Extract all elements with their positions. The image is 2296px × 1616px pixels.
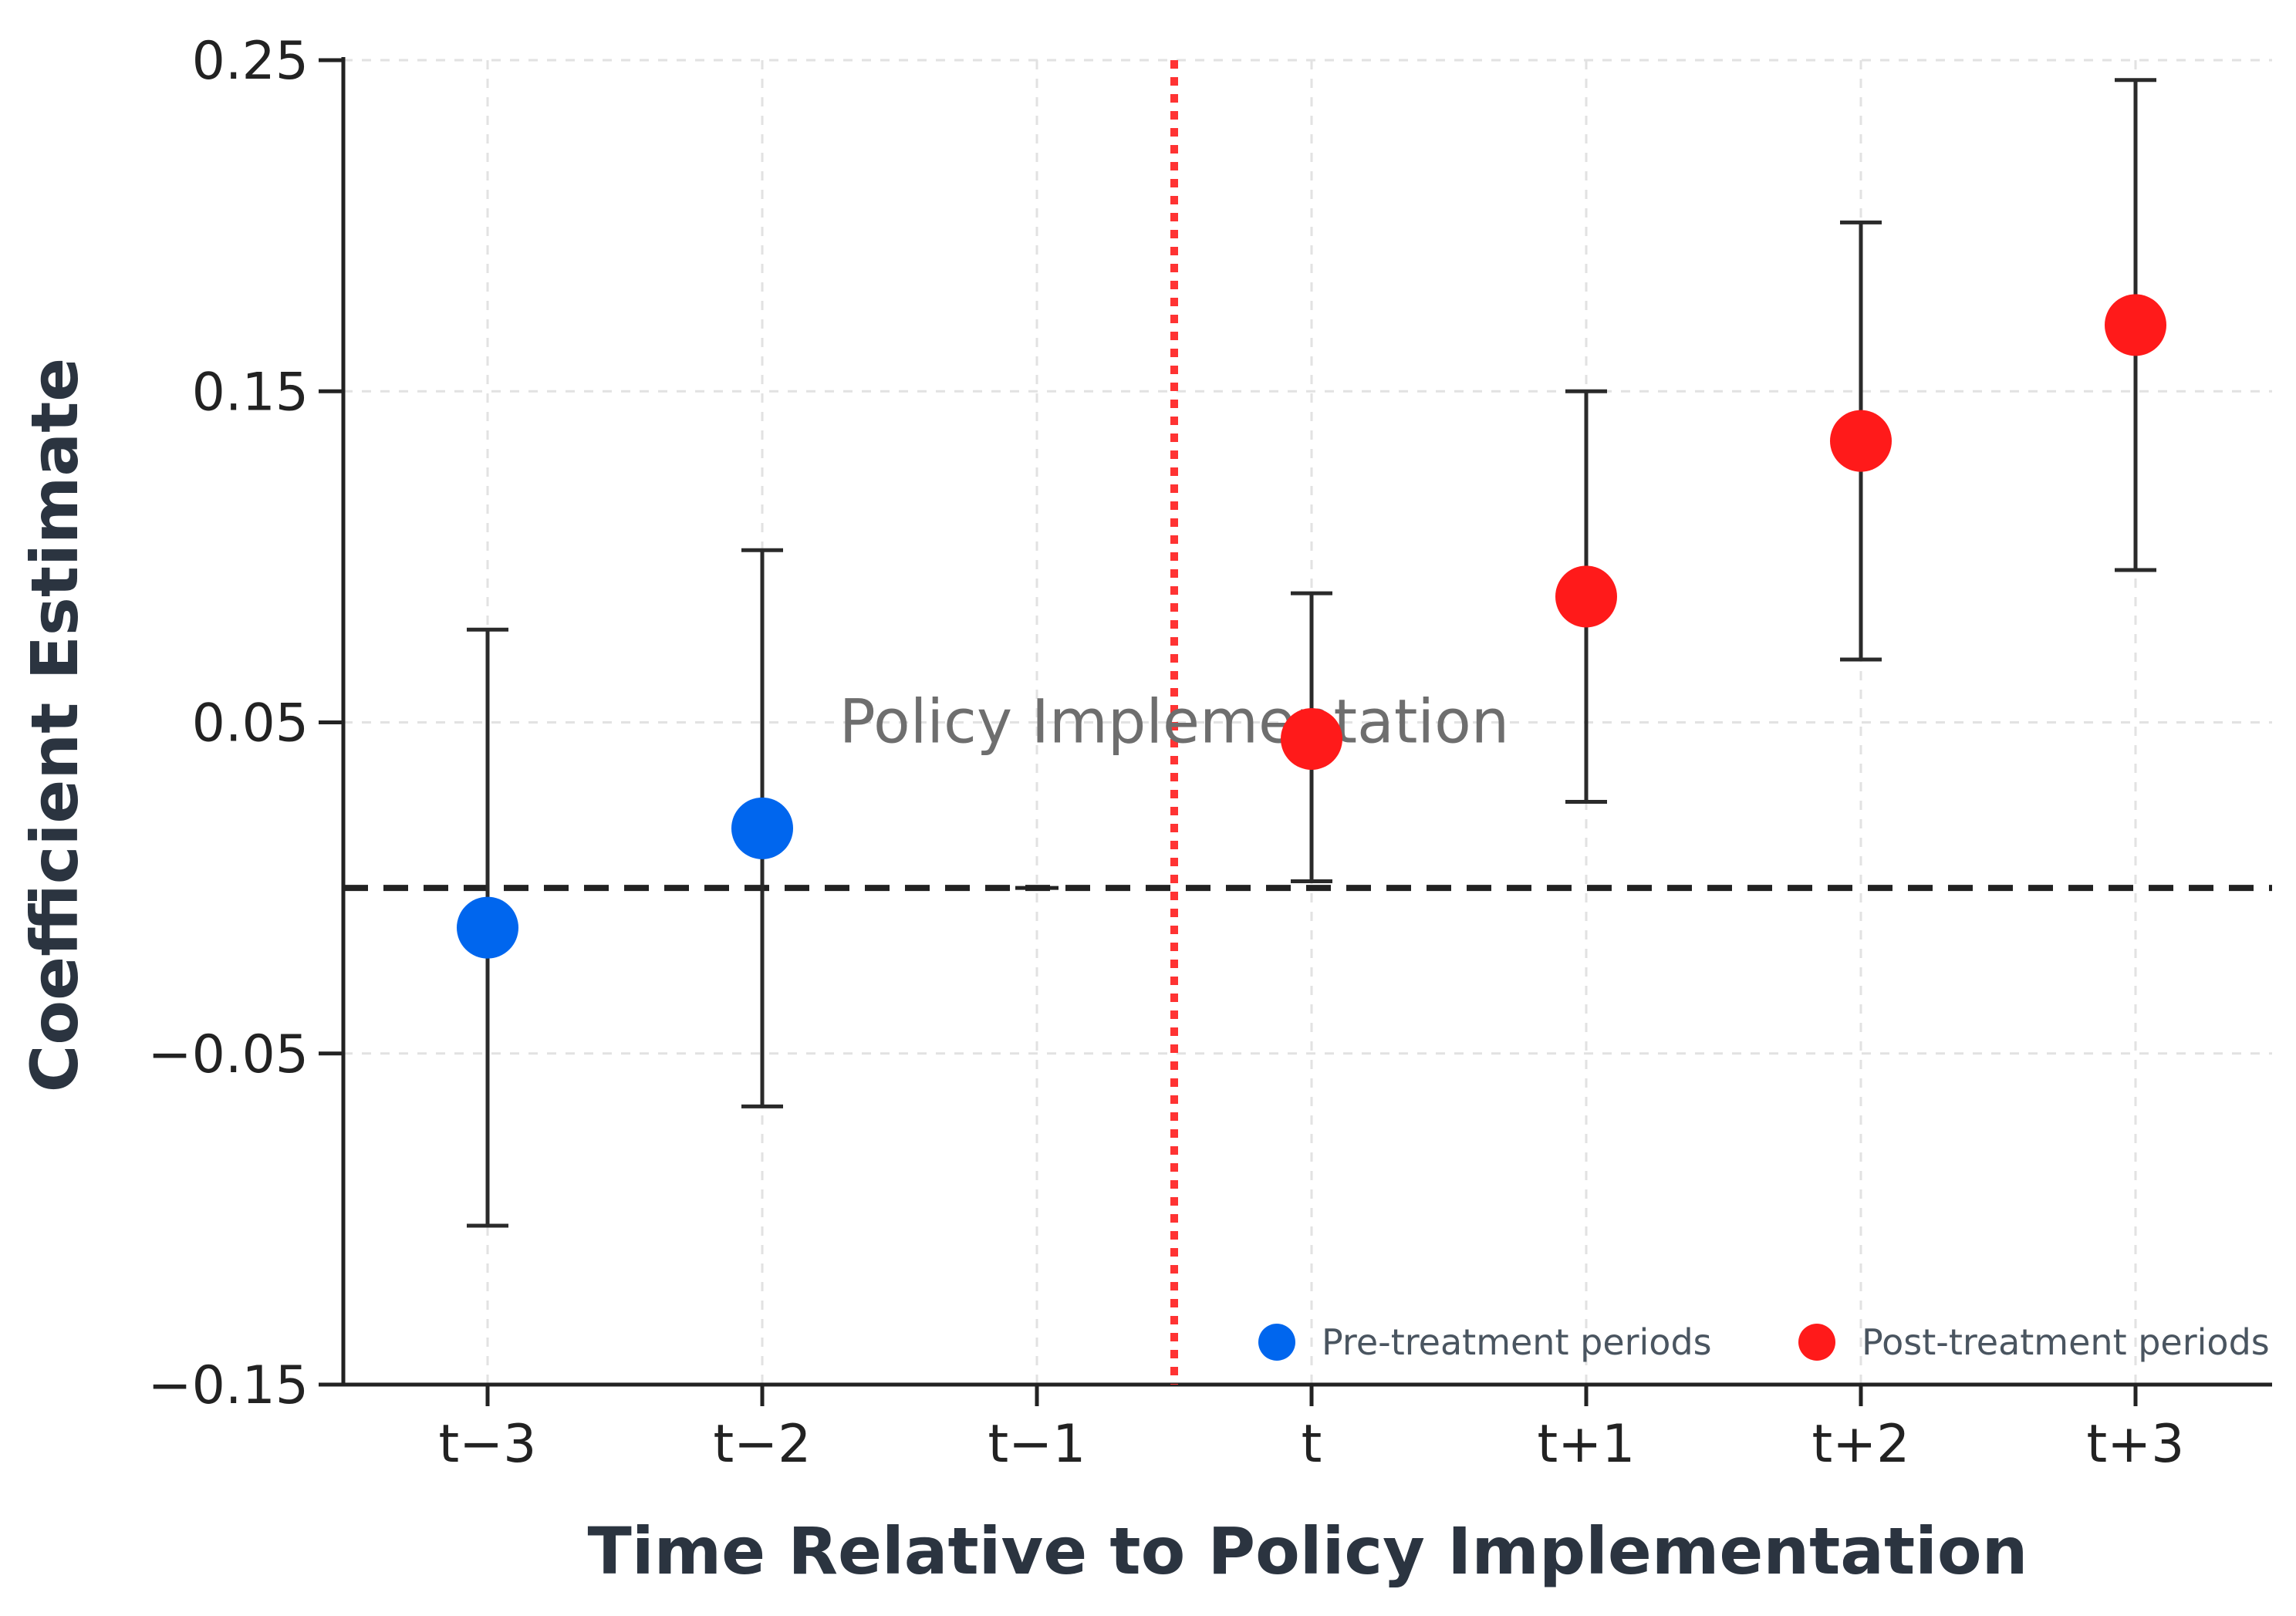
y-axis-ticks: −0.15 −0.05 0.05 0.15 0.25: [148, 31, 343, 1416]
data-point: [1830, 410, 1892, 472]
data-point: [2105, 294, 2166, 356]
x-tick-label: t: [1302, 1414, 1322, 1475]
y-tick-label: −0.05: [148, 1024, 309, 1085]
data-point: [731, 797, 793, 859]
y-tick-label: 0.25: [192, 31, 309, 92]
x-tick-label: t−1: [988, 1414, 1086, 1475]
data-points: [457, 294, 2166, 959]
x-tick-label: t−2: [714, 1414, 812, 1475]
policy-line-group: Policy Implementation: [839, 60, 1510, 1385]
y-tick-label: 0.15: [192, 362, 309, 423]
legend-label: Post-treatment periods: [1862, 1321, 2270, 1363]
error-bars: [467, 78, 2156, 1228]
x-tick-label: t+3: [2087, 1414, 2185, 1475]
y-tick-label: −0.15: [148, 1355, 309, 1416]
y-tick-label: 0.05: [192, 693, 309, 754]
x-axis-title: Time Relative to Policy Implementation: [588, 1513, 2028, 1589]
legend-marker: [1258, 1324, 1295, 1361]
y-axis-title: Coefficient Estimate: [17, 358, 93, 1092]
x-tick-label: t−3: [439, 1414, 537, 1475]
data-point: [1555, 565, 1617, 628]
data-point: [1281, 707, 1342, 770]
data-point: [457, 896, 518, 959]
legend-label: Pre-treatment periods: [1322, 1321, 1712, 1363]
legend: Pre-treatment periods Post-treatment peri…: [1258, 1321, 2270, 1363]
x-tick-label: t+2: [1812, 1414, 1910, 1475]
x-tick-label: t+1: [1538, 1414, 1636, 1475]
policy-implementation-label: Policy Implementation: [839, 688, 1510, 757]
legend-marker: [1798, 1324, 1835, 1361]
x-axis-ticks: t−3 t−2 t−1 t t+1 t+2 t+3: [439, 1385, 2185, 1475]
